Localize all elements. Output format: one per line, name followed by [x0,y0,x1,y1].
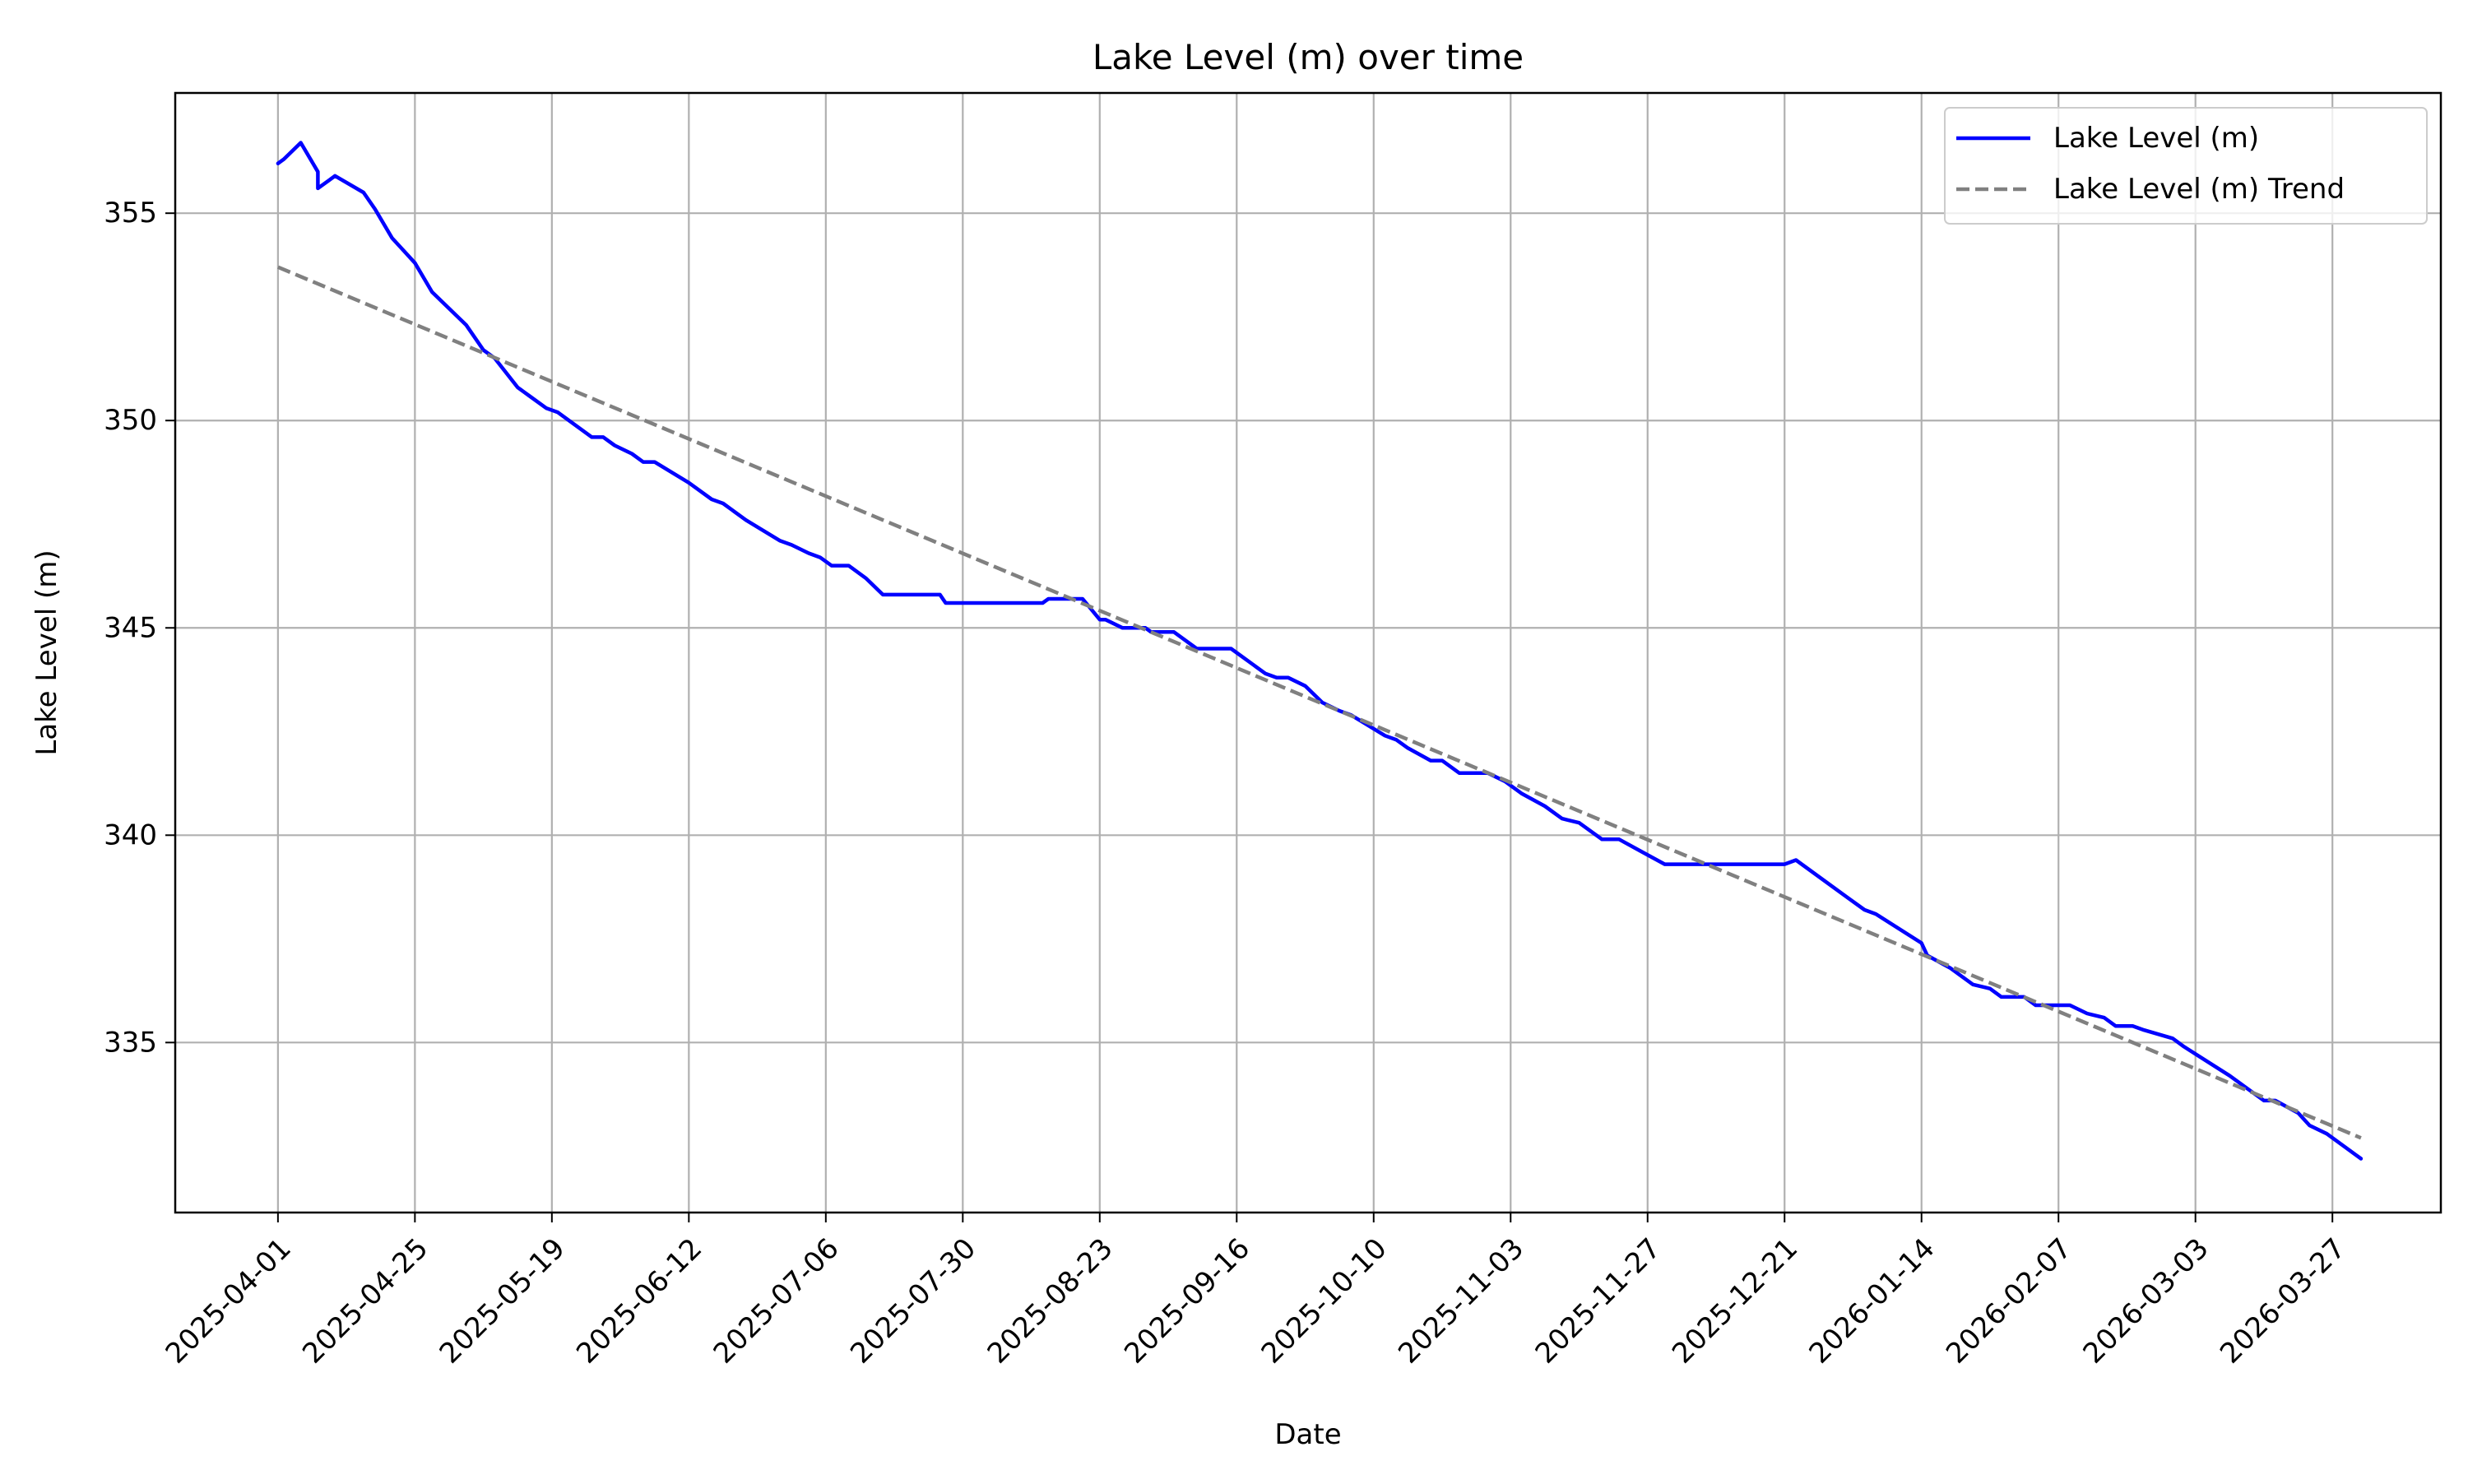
y-axis-title: Lake Level (m) [30,550,63,755]
chart-title: Lake Level (m) over time [1093,37,1524,77]
y-tick-label: 350 [104,404,157,437]
legend: Lake Level (m) Lake Level (m) Trend [1944,107,2428,225]
plot-frame [174,91,2442,1214]
series-layer [276,141,2364,1161]
grid [175,93,2441,1213]
y-tick-label: 345 [104,611,157,644]
y-tick-label: 355 [104,197,157,230]
y-tick-label: 340 [104,819,157,851]
y-tick-label: 335 [104,1026,157,1059]
legend-label-lake-level: Lake Level (m) [2053,122,2259,155]
x-axis-title: Date [1274,1418,1341,1451]
series-line-trend [277,265,2362,1140]
legend-label-trend: Lake Level (m) Trend [2053,173,2345,206]
legend-box [1944,107,2428,225]
